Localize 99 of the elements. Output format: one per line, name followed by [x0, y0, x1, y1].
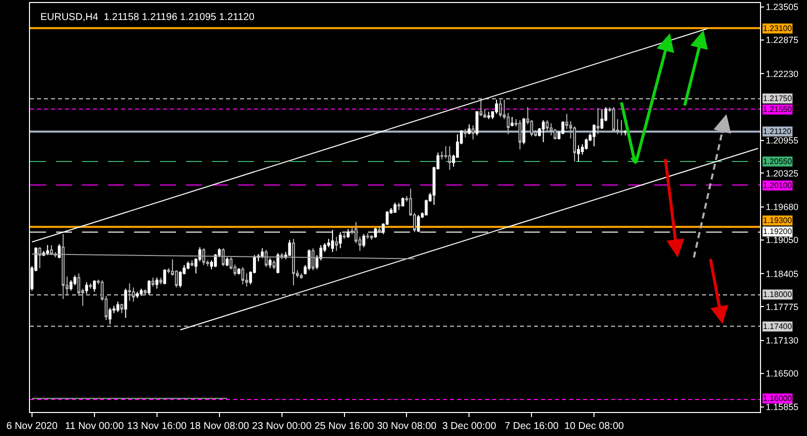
candlestick [624, 130, 627, 136]
candlestick [468, 124, 471, 135]
candlestick [148, 280, 151, 296]
candlestick [132, 287, 135, 302]
candlestick [276, 252, 280, 274]
candlestick [394, 202, 396, 213]
candlestick [237, 268, 240, 275]
candlestick [136, 291, 139, 298]
x-tick-label: 30 Nov 08:00 [376, 421, 437, 432]
ref-line-label: 1.21550 [763, 105, 792, 114]
candlestick [308, 248, 311, 271]
ref-line-label: 1.20100 [763, 181, 792, 190]
y-tick-label: 1.19050 [766, 235, 798, 246]
candlestick [85, 282, 88, 294]
ref-line-label: 1.19200 [763, 227, 792, 236]
candlestick [334, 236, 338, 252]
x-tick-label: 3 Dec 00:00 [442, 421, 497, 432]
candlestick [292, 238, 295, 286]
y-tick-label: 1.16500 [766, 368, 798, 378]
candlestick [620, 120, 623, 136]
candlestick [448, 146, 452, 170]
candlestick [108, 307, 112, 325]
candlestick [159, 277, 162, 285]
candlestick [550, 122, 553, 136]
candlestick [241, 266, 244, 285]
candlestick [163, 268, 166, 285]
candlestick [522, 118, 526, 145]
y-tick-label: 1.18405 [766, 268, 798, 279]
x-tick-label: 6 Nov 2020 [6, 421, 58, 432]
ref-line-label: 1.17400 [763, 322, 792, 331]
candlestick [128, 282, 131, 302]
candlestick [70, 280, 72, 292]
candlestick [120, 303, 124, 314]
candlestick [476, 110, 478, 136]
candlestick [140, 288, 143, 296]
y-tick-label: 1.22875 [766, 35, 798, 46]
x-tick-label: 23 Nov 00:00 [252, 421, 312, 432]
candlestick [378, 226, 381, 234]
candlestick [226, 256, 229, 267]
y-tick-label: 1.20325 [766, 168, 798, 178]
ref-line-label: 1.18000 [763, 290, 792, 299]
candlestick [510, 116, 514, 127]
candlestick [366, 232, 370, 240]
y-tick-label: 1.20955 [766, 135, 798, 146]
x-tick-label: 7 Dec 16:00 [504, 421, 560, 432]
ref-line-label: 1.20550 [763, 157, 792, 166]
candlestick [38, 246, 42, 269]
candlestick [124, 288, 128, 318]
x-tick-label: 25 Nov 16:00 [314, 421, 374, 432]
candlestick [152, 277, 154, 287]
candlestick [397, 202, 400, 211]
candlestick [264, 249, 268, 268]
candlestick [268, 258, 272, 269]
y-tick-label: 1.17775 [766, 302, 798, 312]
candlestick [190, 260, 194, 267]
candlestick [542, 120, 545, 143]
candlestick [144, 289, 147, 296]
candlestick [370, 234, 374, 240]
candlestick [116, 301, 120, 313]
candlestick [600, 108, 604, 130]
candlestick [92, 280, 96, 292]
candlestick [62, 234, 65, 300]
candlestick [479, 99, 482, 116]
x-tick-label: 13 Nov 16:00 [127, 421, 188, 432]
candlestick [50, 244, 53, 256]
candlestick [288, 239, 292, 257]
candlestick [596, 108, 600, 135]
candlestick [401, 197, 404, 206]
x-tick-label: 11 Nov 00:00 [65, 421, 124, 432]
candlestick [472, 124, 475, 140]
candlestick [464, 128, 467, 138]
candlestick [518, 120, 522, 150]
ref-line-label: 1.19300 [763, 216, 792, 225]
candlestick [592, 124, 596, 147]
candlestick [272, 260, 276, 270]
candlestick [312, 248, 314, 271]
candlestick [612, 106, 616, 133]
candlestick [362, 234, 366, 248]
x-tick-label: 10 Dec 08:00 [564, 421, 624, 432]
candlestick [487, 111, 490, 120]
ref-line-label: 1.16000 [763, 394, 792, 403]
candlestick [89, 282, 92, 290]
candlestick [300, 272, 303, 280]
candlestick [46, 244, 50, 256]
y-tick-label: 1.22230 [766, 68, 798, 79]
ref-line-label: 1.21750 [763, 94, 792, 103]
y-tick-label: 1.17130 [766, 336, 798, 346]
text: EURUSD,H4 1.21158 1.21196 1.21095 1.21120 [40, 12, 255, 24]
candlestick [546, 120, 549, 132]
ref-line-label: 1.23100 [763, 24, 792, 33]
y-tick-label: 1.15855 [766, 402, 798, 412]
candlestick [498, 99, 502, 118]
x-tick-label: 18 Nov 08:00 [190, 421, 250, 432]
ref-line-label: 1.21120 [763, 127, 792, 136]
y-tick-label: 1.19680 [766, 202, 798, 212]
y-tick-label: 1.23505 [766, 2, 798, 12]
candlestick [577, 144, 580, 162]
candlestick [155, 277, 158, 290]
candlestick [342, 232, 346, 240]
